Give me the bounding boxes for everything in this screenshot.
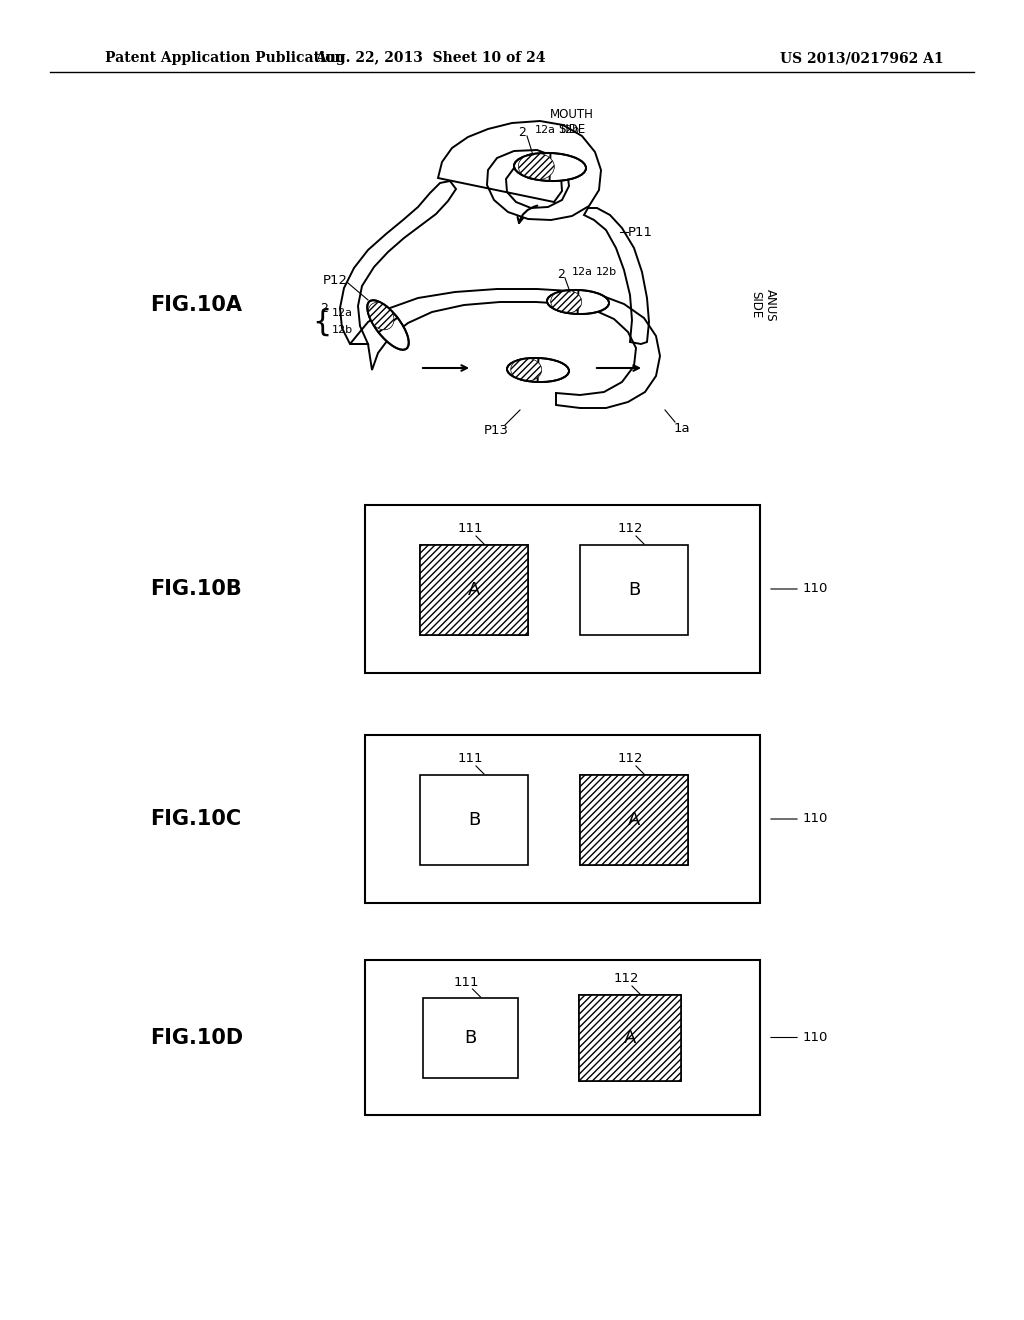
Text: B: B [468,810,480,829]
Text: 111: 111 [458,752,482,766]
Text: 112: 112 [617,752,643,766]
Bar [580,775,688,865]
Text: 110: 110 [803,1031,828,1044]
Bar [420,775,528,865]
Text: 12a: 12a [535,125,556,135]
Bar [420,545,528,635]
Bar [580,545,688,635]
Bar [365,960,760,1115]
Ellipse shape [368,302,394,330]
Text: P12: P12 [323,273,348,286]
Bar [579,995,681,1081]
Text: 12b: 12b [332,325,353,335]
Text: FIG.10C: FIG.10C [150,809,241,829]
Ellipse shape [551,290,582,313]
Ellipse shape [547,290,609,314]
Bar [365,506,760,673]
Text: 12a: 12a [332,308,353,318]
Text: 111: 111 [454,975,479,989]
Text: FIG.10A: FIG.10A [150,294,242,315]
Bar [580,775,688,865]
Text: {: { [312,308,332,337]
Text: 2: 2 [321,301,328,314]
Text: 112: 112 [617,523,643,536]
Text: FIG.10B: FIG.10B [150,579,242,599]
Ellipse shape [507,358,569,381]
Text: A: A [624,1030,636,1047]
Text: 12b: 12b [559,125,581,135]
Text: P11: P11 [628,226,653,239]
Text: MOUTH
SIDE: MOUTH SIDE [550,108,594,136]
Ellipse shape [518,153,554,180]
Text: 111: 111 [458,523,482,536]
Bar [423,998,518,1078]
Bar [365,735,760,903]
Text: FIG.10D: FIG.10D [150,1027,243,1048]
Ellipse shape [511,358,542,381]
Text: 1a: 1a [674,421,690,434]
Text: Patent Application Publication: Patent Application Publication [105,51,345,65]
Text: B: B [628,581,640,599]
Text: 12b: 12b [596,267,617,277]
Text: 12a: 12a [572,267,593,277]
Text: US 2013/0217962 A1: US 2013/0217962 A1 [780,51,944,65]
Text: Aug. 22, 2013  Sheet 10 of 24: Aug. 22, 2013 Sheet 10 of 24 [314,51,545,65]
Text: B: B [464,1030,476,1047]
Text: A: A [468,581,480,599]
Ellipse shape [368,300,409,350]
Text: 112: 112 [613,973,639,986]
Text: 2: 2 [518,127,526,140]
Text: A: A [628,810,640,829]
Bar [420,545,528,635]
Text: P13: P13 [483,424,509,437]
Text: 110: 110 [803,813,828,825]
Bar [579,995,681,1081]
Text: ANUS
SIDE: ANUS SIDE [749,289,777,321]
Text: 110: 110 [803,582,828,595]
Ellipse shape [514,153,586,181]
Text: 2: 2 [557,268,565,281]
